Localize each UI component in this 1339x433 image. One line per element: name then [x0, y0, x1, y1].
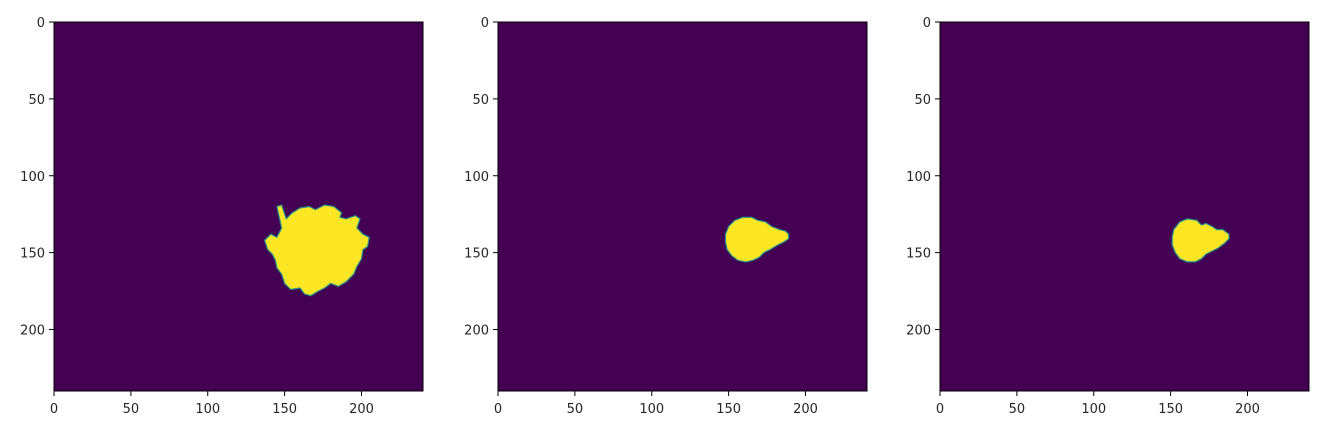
axes-frame-2: [497, 21, 868, 392]
y-tick-label: 0: [923, 16, 931, 31]
y-tick-label: 150: [464, 247, 489, 262]
subplot-1: 0 50 100 150 200 0 50 100 150 200: [20, 16, 424, 417]
x-tick-label: 200: [793, 402, 818, 417]
subplot-3: 0 50 100 150 200 0 50 100 150 200: [906, 16, 1310, 417]
y-tick-label: 150: [20, 247, 45, 262]
x-tick-label: 0: [50, 402, 58, 417]
y-tick-label: 0: [481, 16, 489, 31]
y-tick-label: 50: [914, 93, 931, 108]
y-tick-label: 200: [464, 324, 489, 339]
mask-region-3: [1171, 218, 1230, 263]
y-tick-label: 200: [20, 324, 45, 339]
y-tick-label: 100: [906, 170, 931, 185]
axes-frame-1: [53, 21, 424, 392]
image-background-3: [940, 22, 1309, 391]
subplot-2: 0 50 100 150 200 0 50 100 150 200: [464, 16, 868, 417]
x-tick-label: 50: [567, 402, 584, 417]
y-tick-label: 150: [906, 247, 931, 262]
image-background-1: [54, 22, 423, 391]
x-tick-label: 200: [1235, 402, 1260, 417]
image-background-2: [498, 22, 867, 391]
y-tick-label: 0: [37, 16, 45, 31]
x-tick-label: 100: [639, 402, 664, 417]
x-tick-label: 50: [123, 402, 140, 417]
y-tick-label: 100: [464, 170, 489, 185]
y-tick-label: 100: [20, 170, 45, 185]
y-tick-label: 200: [906, 324, 931, 339]
y-tick-label: 50: [472, 93, 489, 108]
mask-region-2: [724, 216, 790, 263]
mask-region-1: [264, 204, 370, 297]
x-tick-label: 200: [349, 402, 374, 417]
x-tick-label: 50: [1009, 402, 1026, 417]
y-tick-label: 50: [28, 93, 45, 108]
x-tick-label: 150: [716, 402, 741, 417]
x-tick-label: 100: [1081, 402, 1106, 417]
x-tick-label: 0: [936, 402, 944, 417]
x-tick-label: 150: [272, 402, 297, 417]
x-tick-label: 150: [1158, 402, 1183, 417]
x-tick-label: 0: [494, 402, 502, 417]
x-tick-label: 100: [195, 402, 220, 417]
axes-frame-3: [939, 21, 1310, 392]
